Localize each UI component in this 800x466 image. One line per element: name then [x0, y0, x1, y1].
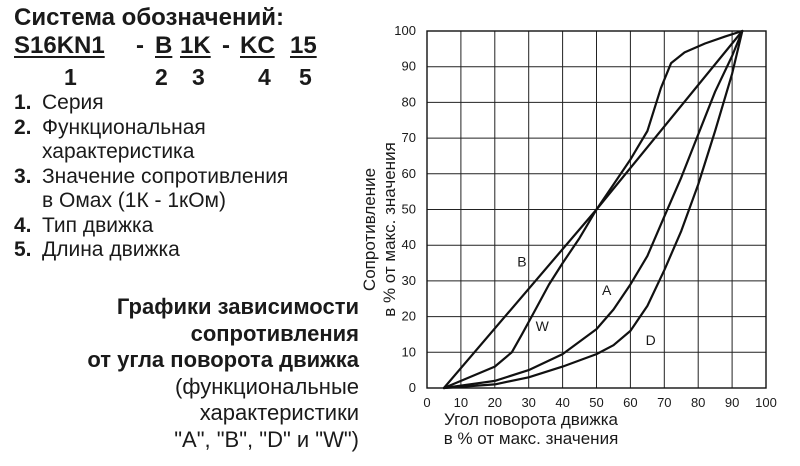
code-number: 2 [155, 64, 168, 90]
code-resistance: 1K [180, 32, 211, 59]
legend-item: 4. Тип движка [14, 213, 154, 237]
legend-item: 3. Значение сопротивления [14, 164, 289, 188]
y-tick-label: 0 [409, 380, 416, 395]
x-axis-title: в % от макс. значения [444, 429, 619, 448]
graph-description-line: Графики зависимости [116, 294, 359, 319]
graph-description-line: (функциональные [175, 373, 359, 399]
y-tick-label: 30 [402, 273, 416, 288]
code-number: 5 [299, 64, 312, 90]
series-label-w: W [536, 318, 550, 334]
code-function: B [155, 32, 173, 59]
y-tick-label: 90 [402, 59, 416, 74]
code-separator: - [136, 32, 144, 59]
y-tick-label: 50 [402, 202, 416, 217]
code-number: 4 [258, 64, 271, 90]
code-separator: - [222, 32, 230, 59]
plot-frame [426, 30, 767, 389]
designation-title: Система обозначений: [14, 4, 284, 31]
curve-d [442, 29, 744, 390]
code-slider-type: KC [240, 32, 275, 59]
y-tick-label: 70 [402, 130, 416, 145]
code-slider-length: 15 [290, 32, 317, 59]
y-tick-label: 40 [402, 237, 416, 252]
x-tick-label: 70 [657, 395, 671, 410]
x-tick-label: 50 [589, 395, 603, 410]
x-tick-label: 90 [725, 395, 739, 410]
x-tick-label: 100 [755, 395, 777, 410]
legend-item: 2. Функциональная [14, 115, 206, 139]
x-tick-label: 20 [488, 395, 502, 410]
y-tick-label: 80 [402, 94, 416, 109]
chart-series-labels: B A W D [517, 254, 656, 349]
series-label-d: D [646, 332, 656, 348]
y-axis-title: в % от макс. значения [380, 142, 399, 317]
graph-description-line: характеристики [199, 400, 359, 425]
code-number: 3 [192, 64, 205, 90]
y-axis-title: Сопротивление [360, 168, 379, 291]
curve-w [442, 29, 744, 390]
chart-ticks: 0 10 20 30 40 50 60 70 80 90 100 0 10 20 30 40 50 60 70 80 9… [394, 23, 777, 410]
x-tick-label: 10 [454, 395, 468, 410]
designation-legend: 1. Серия 2. Функциональная характеристика … [14, 91, 288, 263]
x-tick-label: 30 [521, 395, 535, 410]
x-tick-label: 80 [691, 395, 705, 410]
legend-item-continued: характеристика [42, 140, 195, 163]
legend-item: 1. Серия [14, 91, 104, 114]
y-tick-label: 20 [402, 309, 416, 324]
code-number: 1 [64, 64, 77, 90]
graph-description-line: "A", "B", "D" и "W") [174, 426, 359, 452]
graph-description-line: сопротивления [190, 320, 359, 346]
y-tick-label: 10 [402, 344, 416, 359]
graph-description: Графики зависимости сопротивления от угл… [14, 294, 359, 453]
x-axis-title: Угол поворота движка [444, 410, 618, 429]
chart-grid [426, 30, 767, 389]
curve-a [442, 29, 744, 390]
code-series: S16KN1 [14, 32, 105, 59]
legend-item: 5. Длина движка [14, 238, 180, 261]
series-label-b: B [517, 254, 526, 270]
y-tick-label: 100 [394, 23, 416, 38]
y-tick-label: 60 [402, 166, 416, 181]
chart-curves [442, 29, 744, 390]
x-tick-label: 0 [423, 395, 430, 410]
series-label-a: A [602, 282, 612, 298]
x-tick-label: 40 [555, 395, 569, 410]
graph-description-line: от угла поворота движка [87, 347, 359, 372]
x-tick-label: 60 [623, 395, 637, 410]
legend-item-continued: в Омах (1К - 1кОм) [42, 189, 226, 212]
